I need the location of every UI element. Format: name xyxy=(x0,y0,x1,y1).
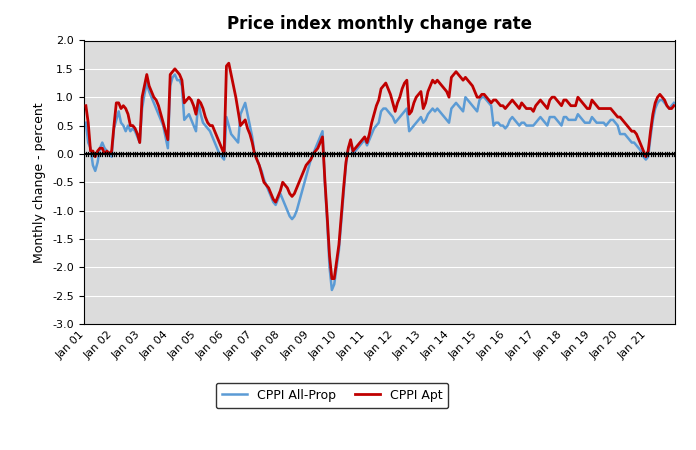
CPPI Apt xyxy=(461,75,470,80)
CPPI Apt xyxy=(328,276,336,281)
CPPI All-Prop xyxy=(553,117,561,122)
CPPI All-Prop xyxy=(499,123,507,128)
CPPI Apt xyxy=(670,103,678,108)
Y-axis label: Monthly change - percent: Monthly change - percent xyxy=(33,102,47,262)
CPPI All-Prop xyxy=(670,100,678,106)
CPPI Apt xyxy=(661,97,669,103)
CPPI Apt xyxy=(225,60,233,66)
CPPI All-Prop xyxy=(461,94,470,100)
Legend: CPPI All-Prop, CPPI Apt: CPPI All-Prop, CPPI Apt xyxy=(216,383,448,409)
CPPI All-Prop xyxy=(81,120,90,126)
CPPI All-Prop xyxy=(661,100,669,106)
Title: Price index monthly change rate: Price index monthly change rate xyxy=(227,15,532,33)
CPPI All-Prop xyxy=(93,160,102,165)
CPPI All-Prop xyxy=(328,287,336,292)
CPPI Apt xyxy=(93,148,102,154)
Line: CPPI Apt: CPPI Apt xyxy=(86,63,674,279)
CPPI Apt xyxy=(553,97,561,103)
Line: CPPI All-Prop: CPPI All-Prop xyxy=(86,75,674,290)
CPPI All-Prop xyxy=(171,72,179,77)
CPPI All-Prop xyxy=(260,177,268,182)
CPPI Apt xyxy=(499,103,507,108)
CPPI Apt xyxy=(260,180,268,185)
CPPI Apt xyxy=(81,103,90,108)
